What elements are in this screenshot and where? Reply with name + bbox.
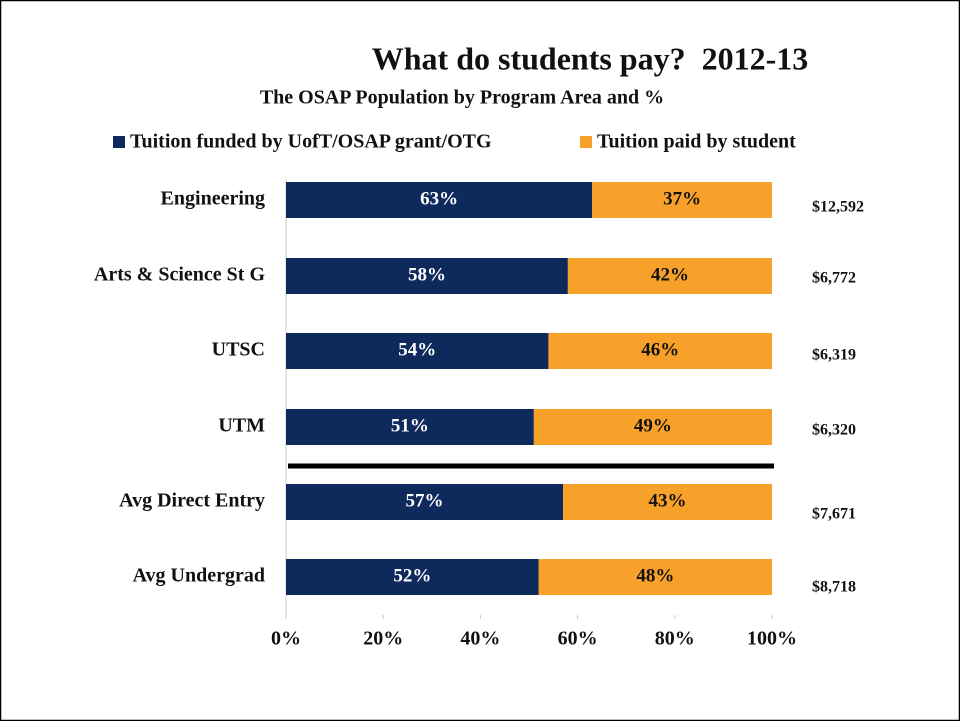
bar-segment [286,484,564,520]
legend-label: Tuition funded by UofT/OSAP grant/OTG [130,131,492,153]
y-tick-label: Arts & Science St G [94,264,266,286]
x-tick-label: 100% [747,628,797,650]
legend-swatch [580,136,592,148]
bar-segment [567,258,772,294]
bar-segment [538,559,772,595]
bar-segment [533,409,772,445]
bar-segment [286,559,539,595]
value-label: 48% [636,565,674,586]
value-label: 49% [634,415,672,436]
y-tick-label: UTM [218,415,265,437]
y-tick-label: Engineering [161,188,265,210]
bar-segment [286,258,568,294]
y-tick-label: Avg Undergrad [133,565,265,587]
value-label: 43% [649,490,687,511]
y-tick-label: Avg Direct Entry [119,490,265,512]
y-tick-label: UTSC [212,339,265,361]
annotation: $6,772 [812,270,856,287]
bar-segment [548,333,772,369]
annotation: $12,592 [812,199,864,216]
bar-segment [286,409,534,445]
bar-segment [286,333,549,369]
bar-segment [592,182,772,218]
value-label: 46% [641,339,679,360]
value-label: 63% [420,188,458,209]
chart-title: What do students pay? 2012-13 [372,40,809,76]
legend-swatch [113,136,125,148]
annotation: $7,671 [812,506,856,523]
value-label: 51% [391,415,429,436]
value-label: 42% [651,264,689,285]
chart-subtitle: The OSAP Population by Program Area and … [260,87,664,109]
legend-label: Tuition paid by student [597,131,796,153]
bar-segment [286,182,593,218]
value-label: 54% [398,339,436,360]
annotation: $8,718 [812,579,856,596]
value-label: 37% [663,188,701,209]
x-tick-label: 80% [655,628,695,650]
value-label: 58% [408,264,446,285]
annotation: $6,320 [812,422,856,439]
x-tick-label: 0% [271,628,301,650]
value-label: 52% [393,565,431,586]
annotation: $6,319 [812,347,856,364]
x-tick-label: 60% [558,628,598,650]
value-label: 57% [406,490,444,511]
x-tick-label: 40% [460,628,500,650]
bar-segment [563,484,772,520]
x-tick-label: 20% [363,628,403,650]
